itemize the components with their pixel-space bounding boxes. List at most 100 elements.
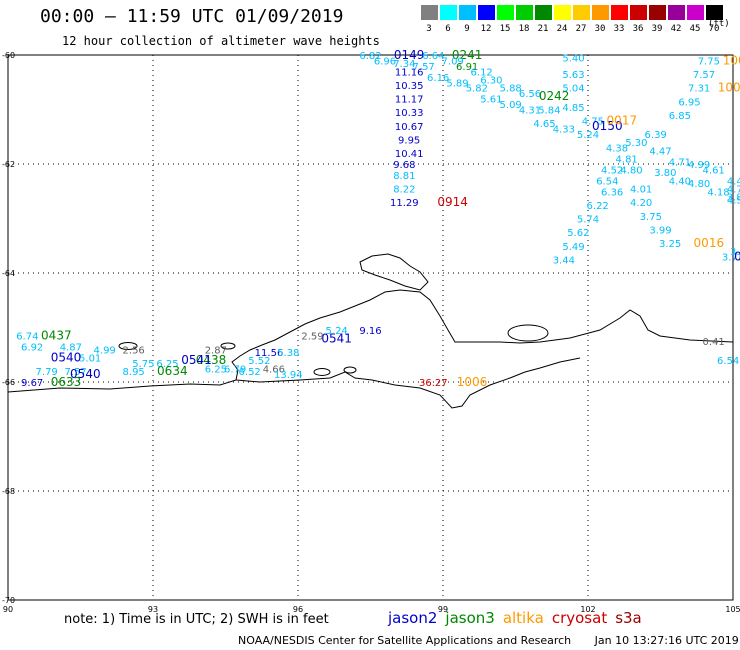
footer: NOAA/NESDIS Center for Satellite Applica… [238,634,739,647]
wave-height-value: 6.30 [480,76,502,87]
wave-height-value: 7.57 [65,367,87,378]
pass-time-label: 0016 [694,236,725,250]
wave-height-value: 6.96 [374,56,396,67]
wave-height-value: 4.99 [688,160,710,171]
wave-height-value: 7.31 [688,84,710,95]
pass-time-label: 0150 [592,119,623,133]
wave-height-value: 4.85 [562,103,584,114]
wave-height-value: 6.85 [669,111,691,122]
lon-tick-label: 102 [580,605,595,614]
legend-label: 39 [651,24,663,34]
legend-label: 27 [575,24,587,34]
satellite-s3a: s3a [615,609,642,627]
wave-height-value: 3.75 [640,212,662,223]
wave-height-value: 5.75 [132,359,154,370]
wave-height-value: 3.25 [659,239,681,250]
wave-height-value: 5.52 [248,356,270,367]
wave-height-value: 6.22 [587,201,609,212]
wave-height-value: 5.24 [326,326,348,337]
wave-height-value: 5.61 [480,95,502,106]
wave-height-value: 4.75 [582,116,604,127]
satellite-jason2: jason2 [388,609,438,627]
wave-height-value: 3.81 [727,193,740,204]
pass-time-label: 0541 [321,331,352,345]
wave-height-value: 4.65 [533,119,555,130]
pass-time-label: 0242 [539,89,570,103]
legend-label: 12 [480,24,492,34]
pass-time-label: 0149 [394,48,425,62]
pass-time-label: 0540 [51,350,82,364]
island [220,342,236,350]
lon-tick-label: 93 [148,605,158,614]
lon-tick-label: 96 [293,605,303,614]
wave-height-value: 6.79 [224,364,246,375]
wave-height-value: 4.52 [601,165,623,176]
wave-height-value: 4.38 [606,144,628,155]
wave-height-value: 4.33 [553,125,575,136]
wave-height-value: 9.95 [398,135,420,146]
wave-height-value: 11.16 [395,67,424,78]
wave-height-value: 3.99 [649,225,671,236]
wave-height-value: 4.57 [727,195,740,206]
satellite-jason3: jason3 [445,609,495,627]
wave-height-value: 5.49 [562,242,584,253]
wave-height-value: 3.44 [553,255,575,266]
legend-swatch [630,5,647,20]
lon-tick-label: 90 [3,605,13,614]
wave-height-value: 3.3 [730,247,740,258]
lat-tick-label: -70 [2,596,15,605]
lat-tick-label: -64 [2,269,15,278]
legend-swatch [421,5,438,20]
pass-time-label: 1005 [718,81,740,95]
pass-time-label: 1006 [457,375,488,389]
wave-height-value: 6.12 [471,67,493,78]
pass-time-label: 0438 [196,353,227,367]
wave-height-value: 4.40 [669,176,691,187]
wave-height-value: 2.59 [301,332,323,343]
pass-time-label: 0241 [452,48,483,62]
wave-height-value: 4.99 [94,345,116,356]
wave-height-value: 4.74 [727,185,740,196]
wave-height-value: 4.80 [688,179,710,190]
legend-label: 18 [518,24,530,34]
ice-shelf-edge [235,357,581,409]
wave-height-value: 6.95 [678,97,700,108]
legend-label: 33 [613,24,625,34]
wave-height-value: 4.41 [727,176,740,187]
wave-height-value: 6.54 [596,176,618,187]
wave-height-value: 6.16 [427,73,449,84]
map-frame [7,54,734,601]
legend-swatch [706,5,723,20]
wave-height-value: 5.40 [562,54,584,65]
wave-height-value: 13.94 [274,370,303,381]
satellite-altika: altika [502,609,544,627]
legend-swatch [668,5,685,20]
pass-time-label: 0540 [70,367,101,381]
footnote: note: 1) Time is in UTC; 2) SWH is in fe… [64,612,329,627]
wave-height-value: 5.82 [466,84,488,95]
wave-height-value: 6.39 [645,130,667,141]
wave-height-value: 3.72 [722,253,740,264]
legend-swatch [459,5,476,20]
island [313,368,331,376]
wave-height-value: 5.74 [577,215,599,226]
pass-time-label: 0541 [181,353,212,367]
wave-height-value: 2.87 [205,345,227,356]
wave-height-value: 6.64 [422,51,444,62]
wave-height-value: 4.18 [707,187,729,198]
wave-height-value: 9.67 [21,378,43,389]
lat-tick-label: -66 [2,378,15,387]
wave-height-value: 7.57 [413,62,435,73]
legend-swatch [649,5,666,20]
wave-height-value: 5.24 [577,130,599,141]
legend-swatch [687,5,704,20]
wave-height-value: 5.09 [500,100,522,111]
pass-time-label: 0 [734,250,740,264]
wave-height-value: 5.63 [562,70,584,81]
legend-label: 45 [689,24,701,34]
island [359,253,429,291]
wave-height-value: 6.92 [21,343,43,354]
legend-swatch [554,5,571,20]
